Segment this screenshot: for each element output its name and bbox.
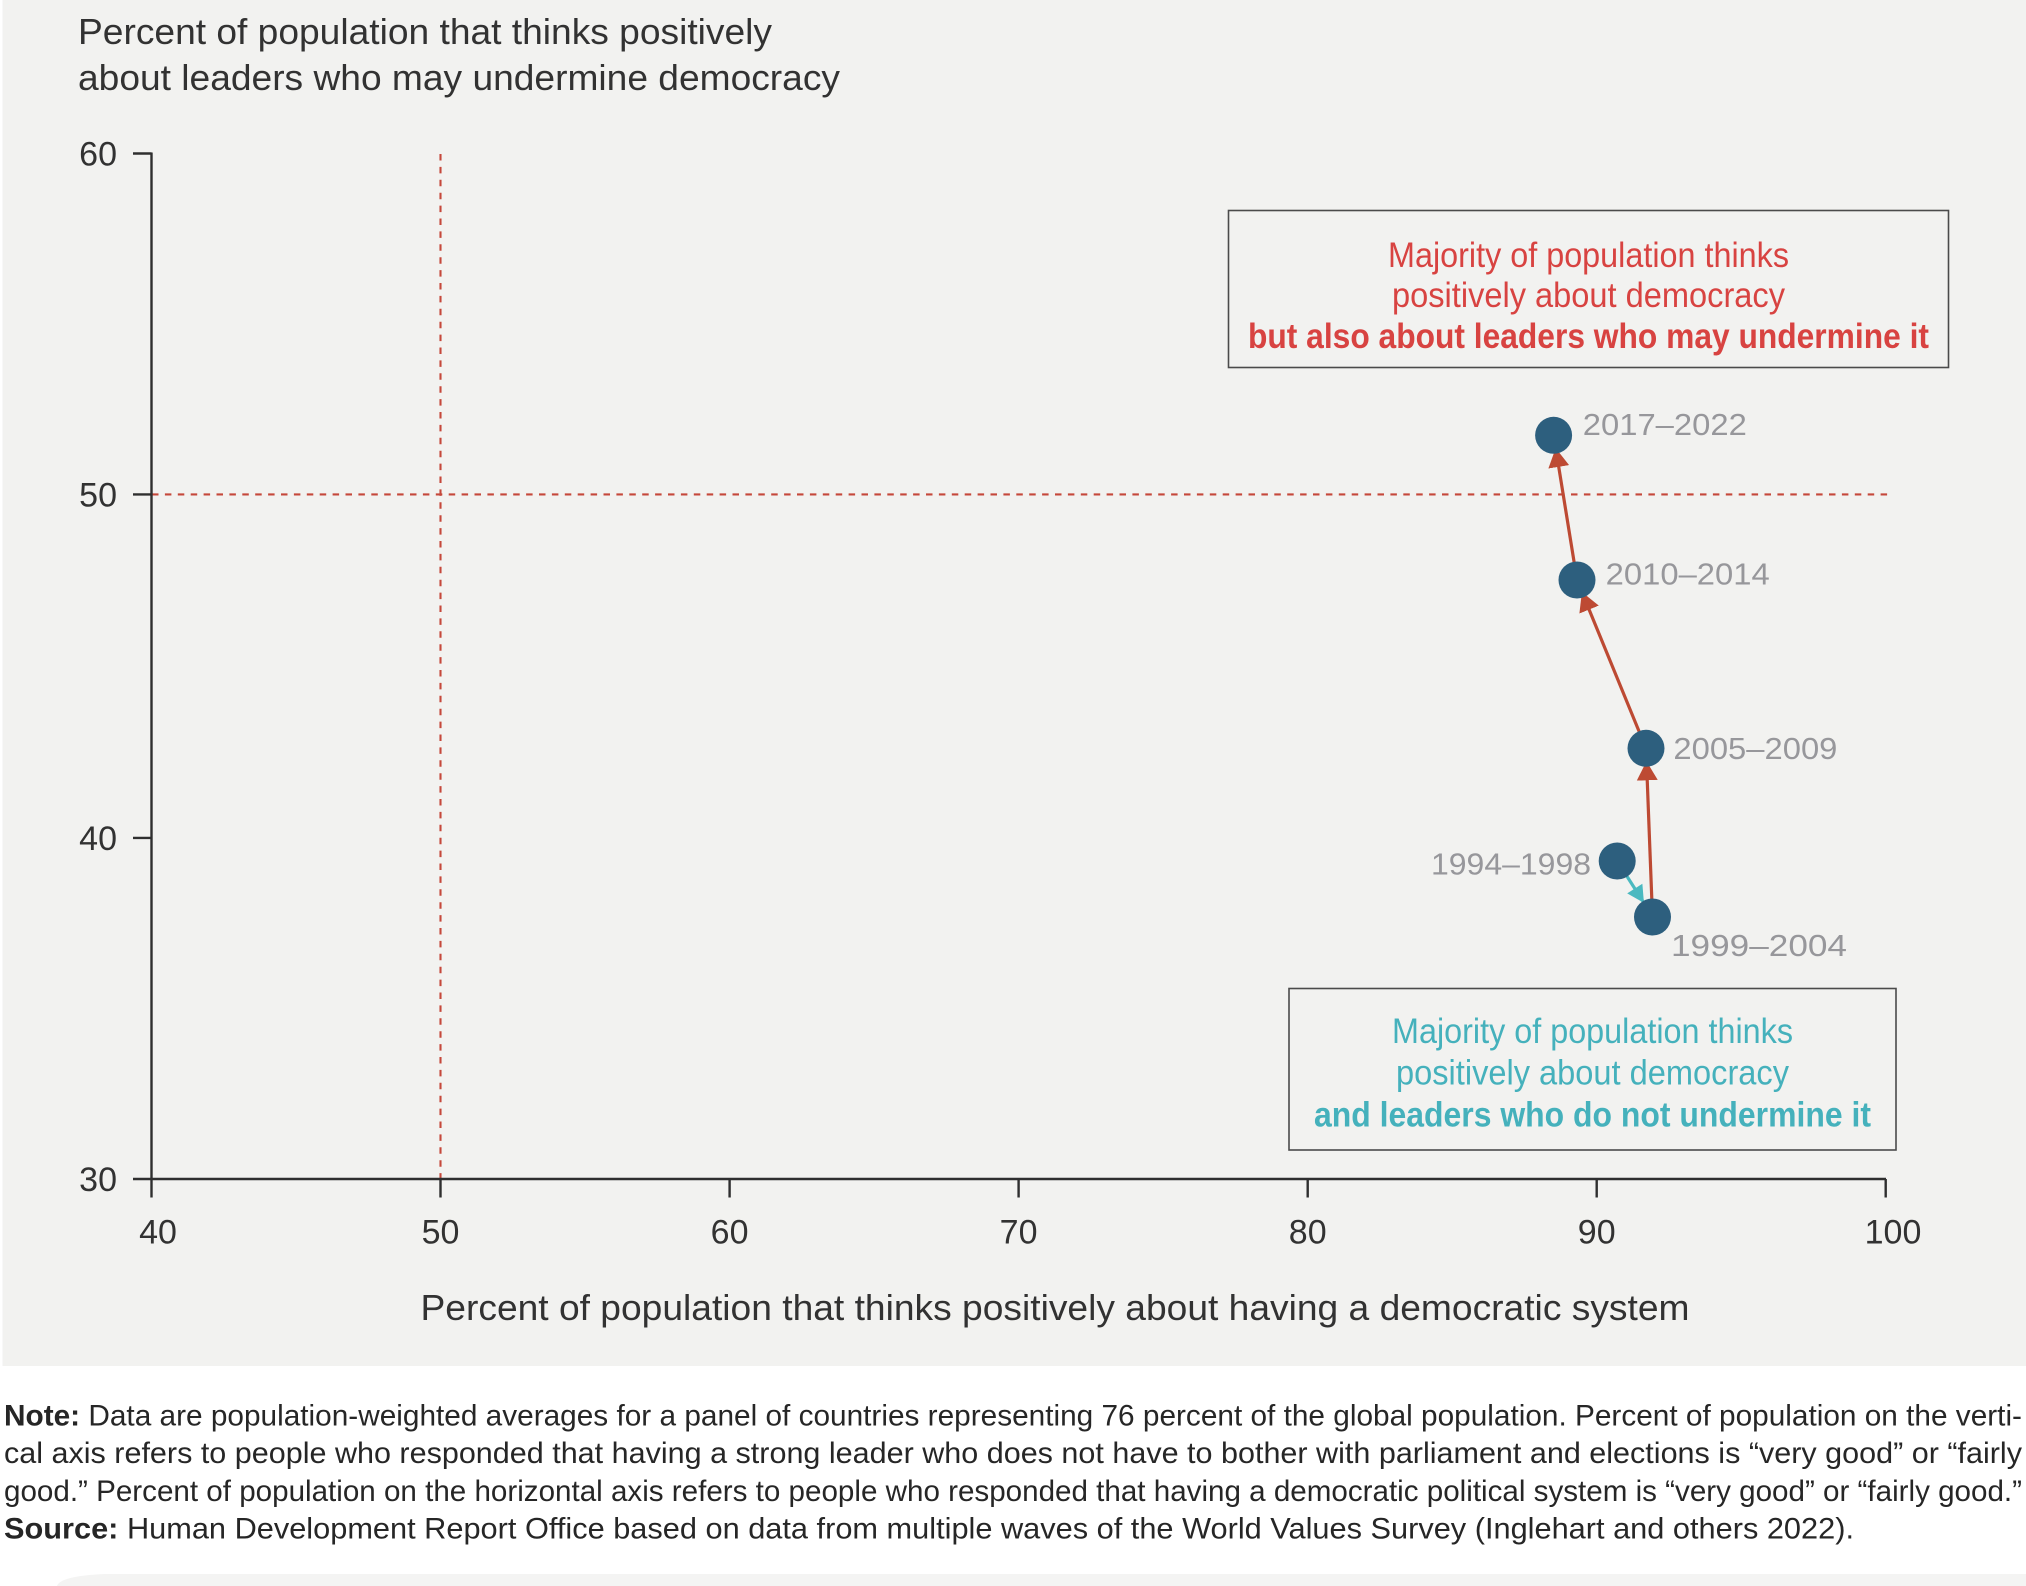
svg-text:Majority of population thinks: Majority of population thinks [1388,236,1789,275]
svg-text:1999–2004: 1999–2004 [1671,929,1847,963]
svg-text:cal axis refers to people who: cal axis refers to people who responded … [4,1437,2022,1470]
svg-text:Source: Human Development Repo: Source: Human Development Report Office … [4,1512,1854,1545]
svg-text:100: 100 [1865,1214,1922,1252]
svg-text:positively about democracy: positively about democracy [1396,1054,1789,1093]
svg-text:60: 60 [79,136,117,174]
svg-text:and leaders who do not undermi: and leaders who do not undermine it [1314,1095,1871,1134]
svg-text:Note: Data are population-weig: Note: Data are population-weighted avera… [4,1400,2022,1433]
svg-text:70: 70 [1000,1214,1038,1252]
svg-text:2005–2009: 2005–2009 [1673,732,1837,766]
svg-text:good.” Percent of population o: good.” Percent of population on the hori… [4,1475,2022,1508]
svg-text:Percent of population that thi: Percent of population that thinks positi… [421,1287,1690,1328]
svg-text:2010–2014: 2010–2014 [1606,558,1770,592]
svg-text:50: 50 [422,1214,460,1252]
svg-text:1994–1998: 1994–1998 [1431,848,1591,882]
svg-text:2017–2022: 2017–2022 [1583,408,1747,442]
svg-text:positively about democracy: positively about democracy [1392,276,1785,315]
svg-text:40: 40 [79,820,117,858]
svg-text:80: 80 [1289,1214,1327,1252]
svg-text:50: 50 [79,476,117,514]
svg-text:60: 60 [711,1214,749,1252]
svg-text:Majority of population thinks: Majority of population thinks [1392,1012,1793,1051]
svg-text:Percent of population that thi: Percent of population that thinks positi… [78,11,772,52]
svg-text:30: 30 [79,1161,117,1199]
svg-text:about leaders who may undermin: about leaders who may undermine democrac… [78,57,840,98]
svg-text:40: 40 [139,1214,177,1252]
svg-text:but also about leaders who may: but also about leaders who may undermine… [1248,317,1929,356]
svg-text:90: 90 [1578,1214,1616,1252]
